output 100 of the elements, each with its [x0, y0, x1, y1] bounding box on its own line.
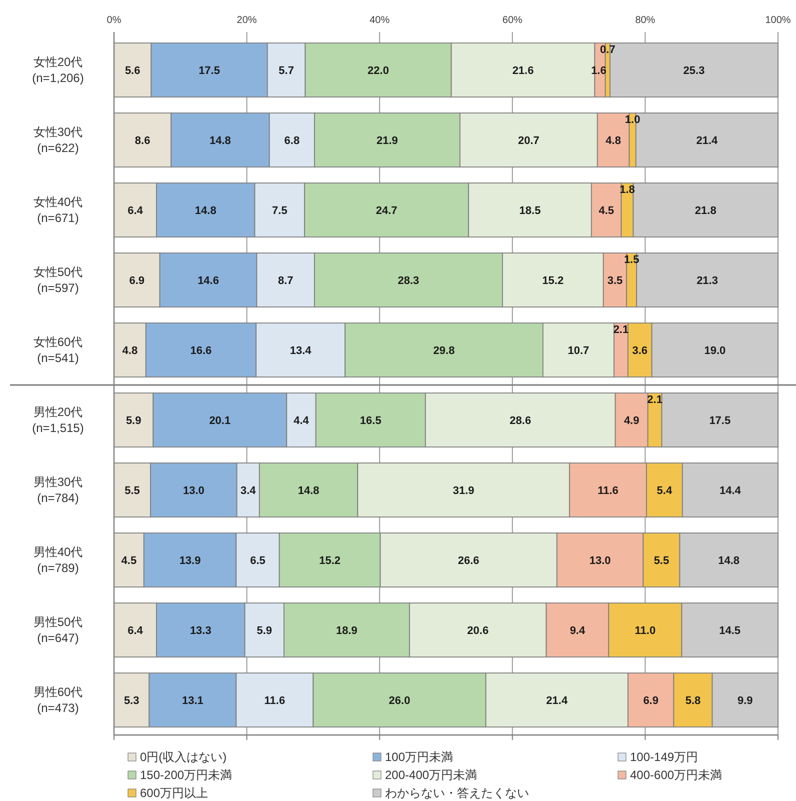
- data-label: 22.0: [368, 65, 389, 77]
- data-label: 29.8: [433, 345, 455, 357]
- data-label: 4.8: [606, 135, 621, 147]
- data-label: 26.6: [458, 555, 480, 567]
- y-tick-label: 女性60代 (n=541): [33, 335, 83, 365]
- data-label: 1.6: [591, 65, 606, 77]
- data-label: 15.2: [319, 555, 341, 567]
- data-label: 21.4: [696, 135, 719, 147]
- legend-label: わからない・答えたくない: [385, 786, 529, 800]
- data-label: 14.4: [719, 485, 742, 497]
- legend-label: 100-149万円: [630, 750, 698, 764]
- y-tick-label: 男性20代 (n=1,515): [32, 405, 84, 435]
- data-label: 28.6: [510, 415, 532, 427]
- data-label: 5.4: [656, 485, 673, 497]
- data-label: 2.1: [613, 324, 629, 336]
- y-tick-label: 男性50代 (n=647): [33, 615, 83, 645]
- legend-label: 600万円以上: [140, 786, 208, 800]
- data-label: 2.1: [647, 394, 662, 406]
- data-label: 6.4: [128, 205, 144, 217]
- data-label: 3.6: [632, 345, 648, 357]
- y-tick-label: 女性50代 (n=597): [33, 265, 83, 295]
- data-label: 13.0: [182, 485, 204, 497]
- data-label: 13.9: [179, 555, 201, 567]
- data-label: 8.7: [278, 275, 294, 287]
- data-label: 18.9: [336, 625, 358, 637]
- data-label: 24.7: [376, 205, 398, 217]
- data-label: 14.5: [719, 625, 741, 637]
- data-label: 5.9: [256, 625, 272, 637]
- data-label: 20.6: [467, 625, 489, 637]
- data-label: 5.5: [124, 485, 140, 497]
- data-label: 8.6: [134, 135, 150, 147]
- data-label: 3.4: [240, 485, 257, 497]
- data-label: 21.9: [376, 135, 398, 147]
- data-label: 15.2: [542, 275, 564, 287]
- x-tick-label: 40%: [370, 15, 390, 26]
- legend-label: 150-200万円未満: [140, 768, 232, 782]
- data-label: 16.6: [190, 345, 212, 357]
- data-label: 21.8: [694, 205, 716, 217]
- data-label: 16.5: [360, 415, 382, 427]
- data-label: 5.5: [654, 555, 670, 567]
- legend-label: 400-600万円未満: [630, 768, 722, 782]
- data-label: 31.9: [452, 485, 474, 497]
- x-tick-label: 100%: [765, 15, 791, 26]
- data-label: 5.8: [685, 695, 701, 707]
- data-label: 14.8: [718, 555, 740, 567]
- data-label: 9.4: [570, 625, 586, 637]
- data-label: 6.9: [129, 275, 145, 287]
- y-tick-label: 女性30代 (n=622): [33, 125, 83, 155]
- data-label: 28.3: [398, 275, 420, 287]
- data-label: 1.0: [624, 114, 640, 126]
- data-label: 13.4: [290, 345, 312, 357]
- data-label: 14.6: [198, 275, 219, 287]
- x-tick-label: 0%: [106, 15, 122, 26]
- data-label: 10.7: [568, 345, 590, 357]
- data-label: 7.5: [272, 205, 288, 217]
- data-label: 17.5: [709, 415, 731, 427]
- data-label: 6.5: [250, 555, 266, 567]
- data-label: 13.1: [182, 695, 204, 707]
- y-tick-label: 女性20代 (n=1,206): [32, 55, 84, 85]
- data-label: 9.9: [737, 695, 753, 707]
- data-label: 4.9: [624, 415, 640, 427]
- x-tick-label: 20%: [236, 15, 257, 26]
- data-label: 4.5: [121, 555, 137, 567]
- legend-label: 100万円未満: [385, 750, 454, 764]
- x-tick-label: 80%: [635, 15, 656, 26]
- legend-label: 0円(収入はない): [140, 750, 227, 764]
- data-label: 5.7: [278, 65, 294, 77]
- data-label: 4.5: [598, 205, 614, 217]
- data-label: 11.0: [634, 625, 656, 637]
- legend-label: 200-400万円未満: [385, 768, 478, 782]
- data-label: 0.7: [600, 44, 616, 56]
- data-label: 20.7: [518, 135, 540, 147]
- data-label: 19.0: [704, 345, 726, 357]
- data-label: 21.3: [696, 275, 718, 287]
- data-label: 14.8: [298, 485, 320, 497]
- x-tick-label: 60%: [502, 15, 523, 26]
- data-label: 21.6: [512, 65, 534, 77]
- data-label: 13.3: [190, 625, 212, 637]
- data-label: 5.9: [126, 415, 142, 427]
- y-tick-label: 女性40代 (n=671): [33, 195, 83, 225]
- y-tick-label: 男性40代 (n=789): [33, 545, 83, 575]
- data-label: 6.4: [128, 625, 144, 637]
- data-label: 26.0: [388, 695, 410, 707]
- data-label: 6.9: [643, 695, 658, 707]
- data-label: 14.8: [194, 205, 216, 217]
- data-label: 5.3: [124, 695, 140, 707]
- data-label: 4.4: [294, 415, 310, 427]
- data-label: 4.8: [122, 345, 138, 357]
- data-label: 17.5: [198, 65, 220, 77]
- data-label: 5.6: [124, 65, 140, 77]
- data-label: 11.6: [598, 485, 618, 497]
- data-label: 14.8: [210, 135, 231, 147]
- y-tick-label: 男性30代 (n=784): [33, 475, 83, 505]
- data-label: 11.6: [264, 695, 286, 707]
- data-label: 18.5: [519, 205, 541, 217]
- y-tick-label: 男性60代 (n=473): [33, 685, 83, 715]
- data-label: 6.8: [284, 135, 300, 147]
- data-label: 21.4: [546, 695, 568, 707]
- data-label: 25.3: [683, 65, 705, 77]
- data-label: 20.1: [209, 415, 231, 427]
